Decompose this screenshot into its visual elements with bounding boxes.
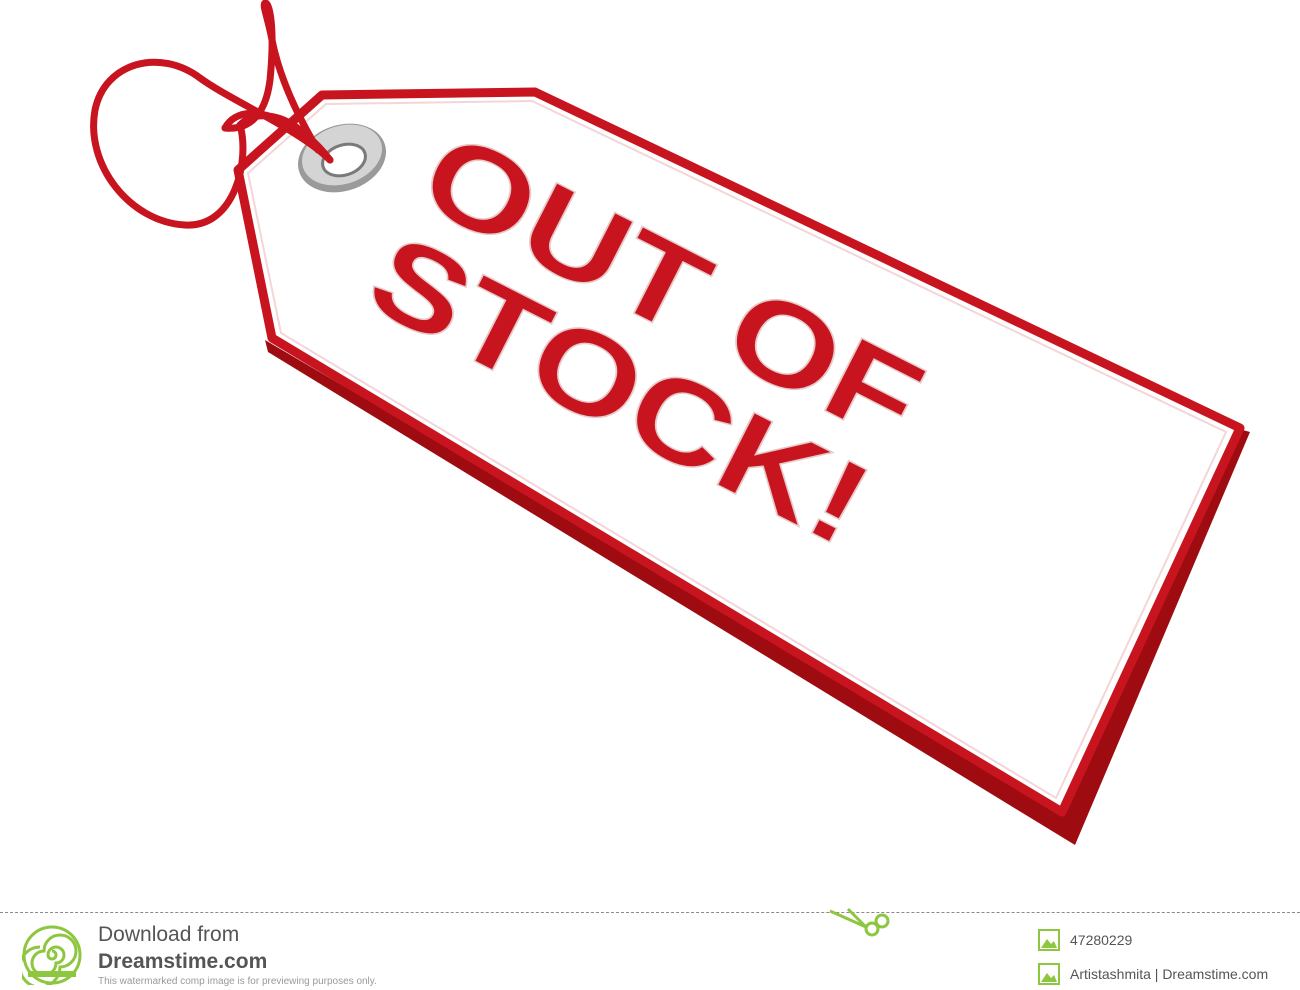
eyelet-icon xyxy=(298,123,386,193)
out-of-stock-tag-illustration: OUT OF STOCK! xyxy=(90,0,1250,845)
image-icon xyxy=(1038,929,1060,951)
tag-inner-edge xyxy=(246,99,1228,800)
credit-row: Artistashmita | Dreamstime.com xyxy=(1038,963,1268,985)
scissors-icon xyxy=(829,907,890,937)
watermark-footer: Download from Dreamstime.com This waterm… xyxy=(0,907,1300,990)
dreamstime-spiral-logo-icon xyxy=(22,925,82,985)
download-from-text: Download from xyxy=(98,923,240,946)
image-credit: Artistashmita | Dreamstime.com xyxy=(1070,966,1269,982)
image-id: 47280229 xyxy=(1070,932,1133,948)
watermark-notice: This watermarked comp image is for previ… xyxy=(98,976,377,987)
string-icon xyxy=(90,0,334,229)
image-id-row: 47280229 xyxy=(1038,929,1132,951)
author-icon xyxy=(1038,963,1060,985)
dreamstime-site-text: Dreamstime.com xyxy=(98,950,268,973)
